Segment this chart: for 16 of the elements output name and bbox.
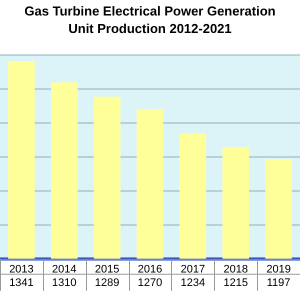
- data-label: 1197: [266, 276, 290, 289]
- data-label: 1270: [138, 276, 162, 289]
- data-label: 1310: [52, 276, 77, 289]
- x-tick-label: 2015: [94, 263, 120, 276]
- data-label: 1234: [180, 276, 206, 289]
- x-tick-label: 2018: [223, 263, 248, 276]
- x-tick-label: 2019: [266, 263, 291, 276]
- x-tick-label: 2014: [52, 263, 77, 276]
- data-label: 1215: [223, 276, 248, 289]
- x-tick-label: 2013: [9, 263, 34, 276]
- chart-subtitle: Unit Production 2012-2021: [68, 20, 232, 36]
- data-label: 1341: [9, 276, 34, 289]
- chart-title: Gas Turbine Electrical Power Generation: [24, 3, 276, 18]
- x-tick-label: 2017: [180, 263, 206, 276]
- data-label: 1289: [94, 276, 120, 289]
- x-tick-label: 2016: [138, 263, 162, 276]
